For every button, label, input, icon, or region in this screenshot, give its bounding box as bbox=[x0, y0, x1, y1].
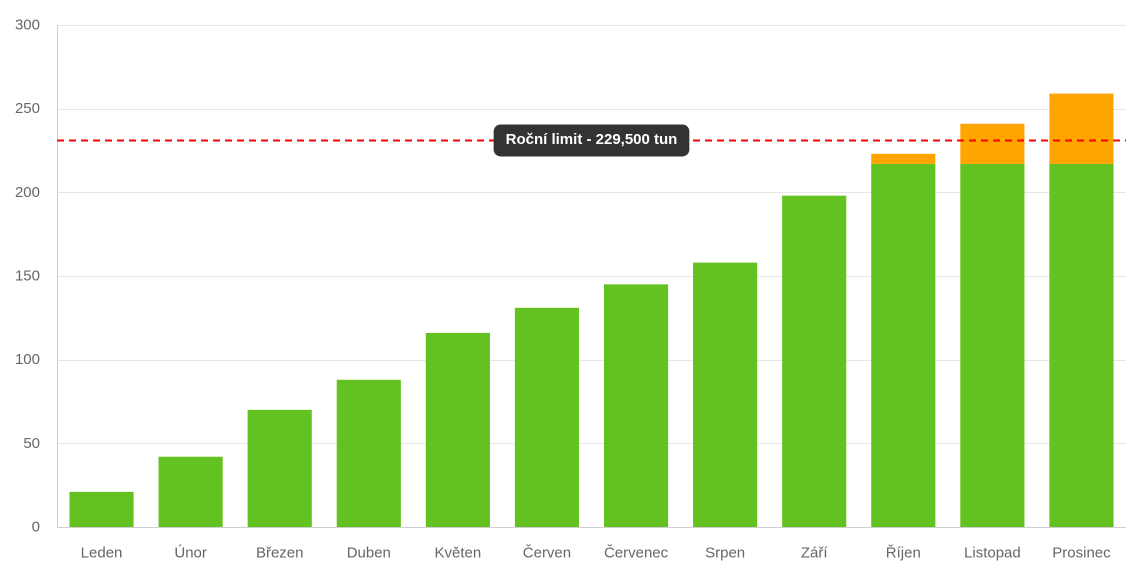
bar-base bbox=[158, 456, 223, 527]
bar-base bbox=[336, 379, 401, 527]
bar-base bbox=[960, 163, 1025, 528]
y-tick-label: 0 bbox=[32, 519, 40, 536]
bar-base bbox=[782, 195, 847, 527]
bar-base bbox=[514, 307, 580, 527]
bar-base bbox=[1049, 163, 1114, 528]
bar-excess bbox=[960, 123, 1025, 164]
y-axis-ticks: 0 50 100 150 200 250 300 bbox=[15, 17, 40, 536]
bar-base bbox=[871, 163, 936, 528]
y-tick-label: 100 bbox=[15, 351, 40, 368]
bar-base bbox=[603, 284, 669, 527]
x-tick-label: Duben bbox=[347, 545, 391, 562]
y-tick-label: 300 bbox=[15, 17, 40, 34]
bar-base bbox=[693, 262, 758, 527]
x-tick-label: Leden bbox=[81, 545, 123, 562]
y-tick-label: 250 bbox=[15, 100, 40, 117]
y-tick-label: 150 bbox=[15, 268, 40, 285]
y-tick-label: 50 bbox=[23, 435, 40, 452]
y-tick-label: 200 bbox=[15, 184, 40, 201]
x-tick-label: Únor bbox=[174, 545, 207, 562]
x-tick-label: Březen bbox=[256, 545, 304, 562]
x-tick-label: Květen bbox=[435, 545, 482, 562]
bar-base bbox=[247, 409, 312, 527]
x-tick-label: Září bbox=[801, 545, 829, 562]
x-tick-label: Srpen bbox=[705, 545, 745, 562]
x-tick-label: Říjen bbox=[886, 545, 921, 562]
bars bbox=[69, 93, 1114, 528]
grid-lines bbox=[57, 25, 1126, 528]
limit-label-background bbox=[493, 124, 690, 157]
x-tick-label: Červen bbox=[523, 545, 571, 562]
bar-excess bbox=[871, 153, 936, 164]
x-tick-label: Prosinec bbox=[1052, 545, 1111, 562]
limit-label: Roční limit - 229,500 tun bbox=[506, 131, 678, 148]
x-tick-label: Červenec bbox=[604, 545, 669, 562]
bar-base bbox=[425, 332, 490, 527]
bar-excess bbox=[1049, 93, 1114, 164]
x-axis-labels: Leden Únor Březen Duben Květen Červen Červenec… bbox=[81, 545, 1111, 562]
limit-annotation: Roční limit - 229,500 tun bbox=[57, 124, 1126, 157]
x-tick-label: Listopad bbox=[964, 545, 1021, 562]
bar-base bbox=[69, 491, 134, 527]
